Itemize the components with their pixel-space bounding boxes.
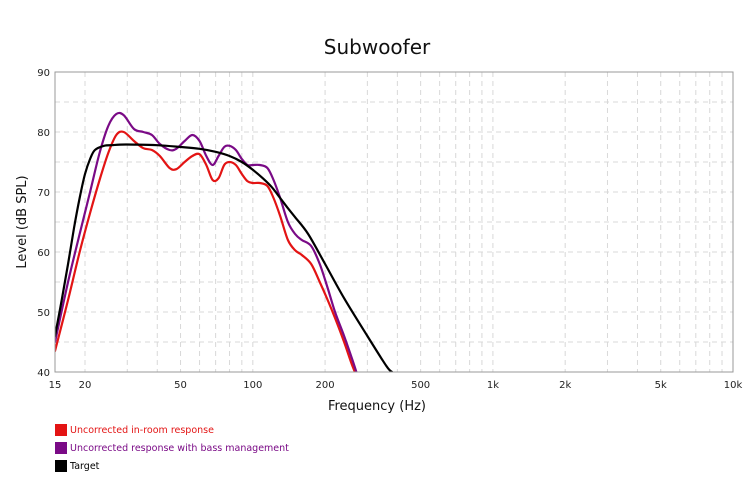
x-tick-label: 20 (79, 380, 92, 391)
y-tick-label: 40 (37, 368, 50, 379)
y-tick-label: 80 (37, 128, 50, 139)
series-lines (55, 111, 394, 372)
grid (55, 72, 733, 372)
legend-label: Target (70, 460, 100, 472)
plot-frame (54, 71, 734, 373)
legend-swatch (55, 442, 67, 454)
legend-label: Uncorrected response with bass managemen… (70, 442, 289, 454)
x-tick-label: 2k (559, 380, 571, 391)
x-axis-label: Frequency (Hz) (328, 399, 426, 414)
series-target-line (55, 143, 394, 372)
legend-swatch (55, 424, 67, 436)
ticks: 15 20 50 100 200 500 1k 2k 5k 10k 40 50 60 70 80 90 (37, 68, 742, 391)
y-tick-label: 50 (37, 308, 50, 319)
x-tick-label: 1k (487, 380, 499, 391)
x-tick-label: 5k (655, 380, 667, 391)
legend-swatch (55, 460, 67, 472)
x-tick-label: 200 (316, 380, 335, 391)
y-tick-label: 70 (37, 188, 50, 199)
x-tick-label: 500 (411, 380, 430, 391)
legend-item-bass-management: Uncorrected response with bass managemen… (55, 439, 289, 457)
y-tick-label: 60 (37, 248, 50, 259)
x-tick-label: 50 (174, 380, 187, 391)
series-bass-management-line (55, 111, 358, 372)
legend-item-target: Target (55, 457, 289, 475)
x-tick-label: 15 (49, 380, 62, 391)
x-tick-label: 100 (243, 380, 262, 391)
y-tick-label: 90 (37, 68, 50, 79)
legend-item-in-room: Uncorrected in-room response (55, 421, 289, 439)
x-tick-label: 10k (724, 380, 743, 391)
chart-title: Subwoofer (324, 35, 431, 59)
y-axis-label: Level (dB SPL) (15, 175, 30, 268)
legend-label: Uncorrected in-room response (70, 424, 214, 436)
legend: Uncorrected in-room response Uncorrected … (55, 421, 289, 475)
series-in-room-line (55, 130, 357, 372)
